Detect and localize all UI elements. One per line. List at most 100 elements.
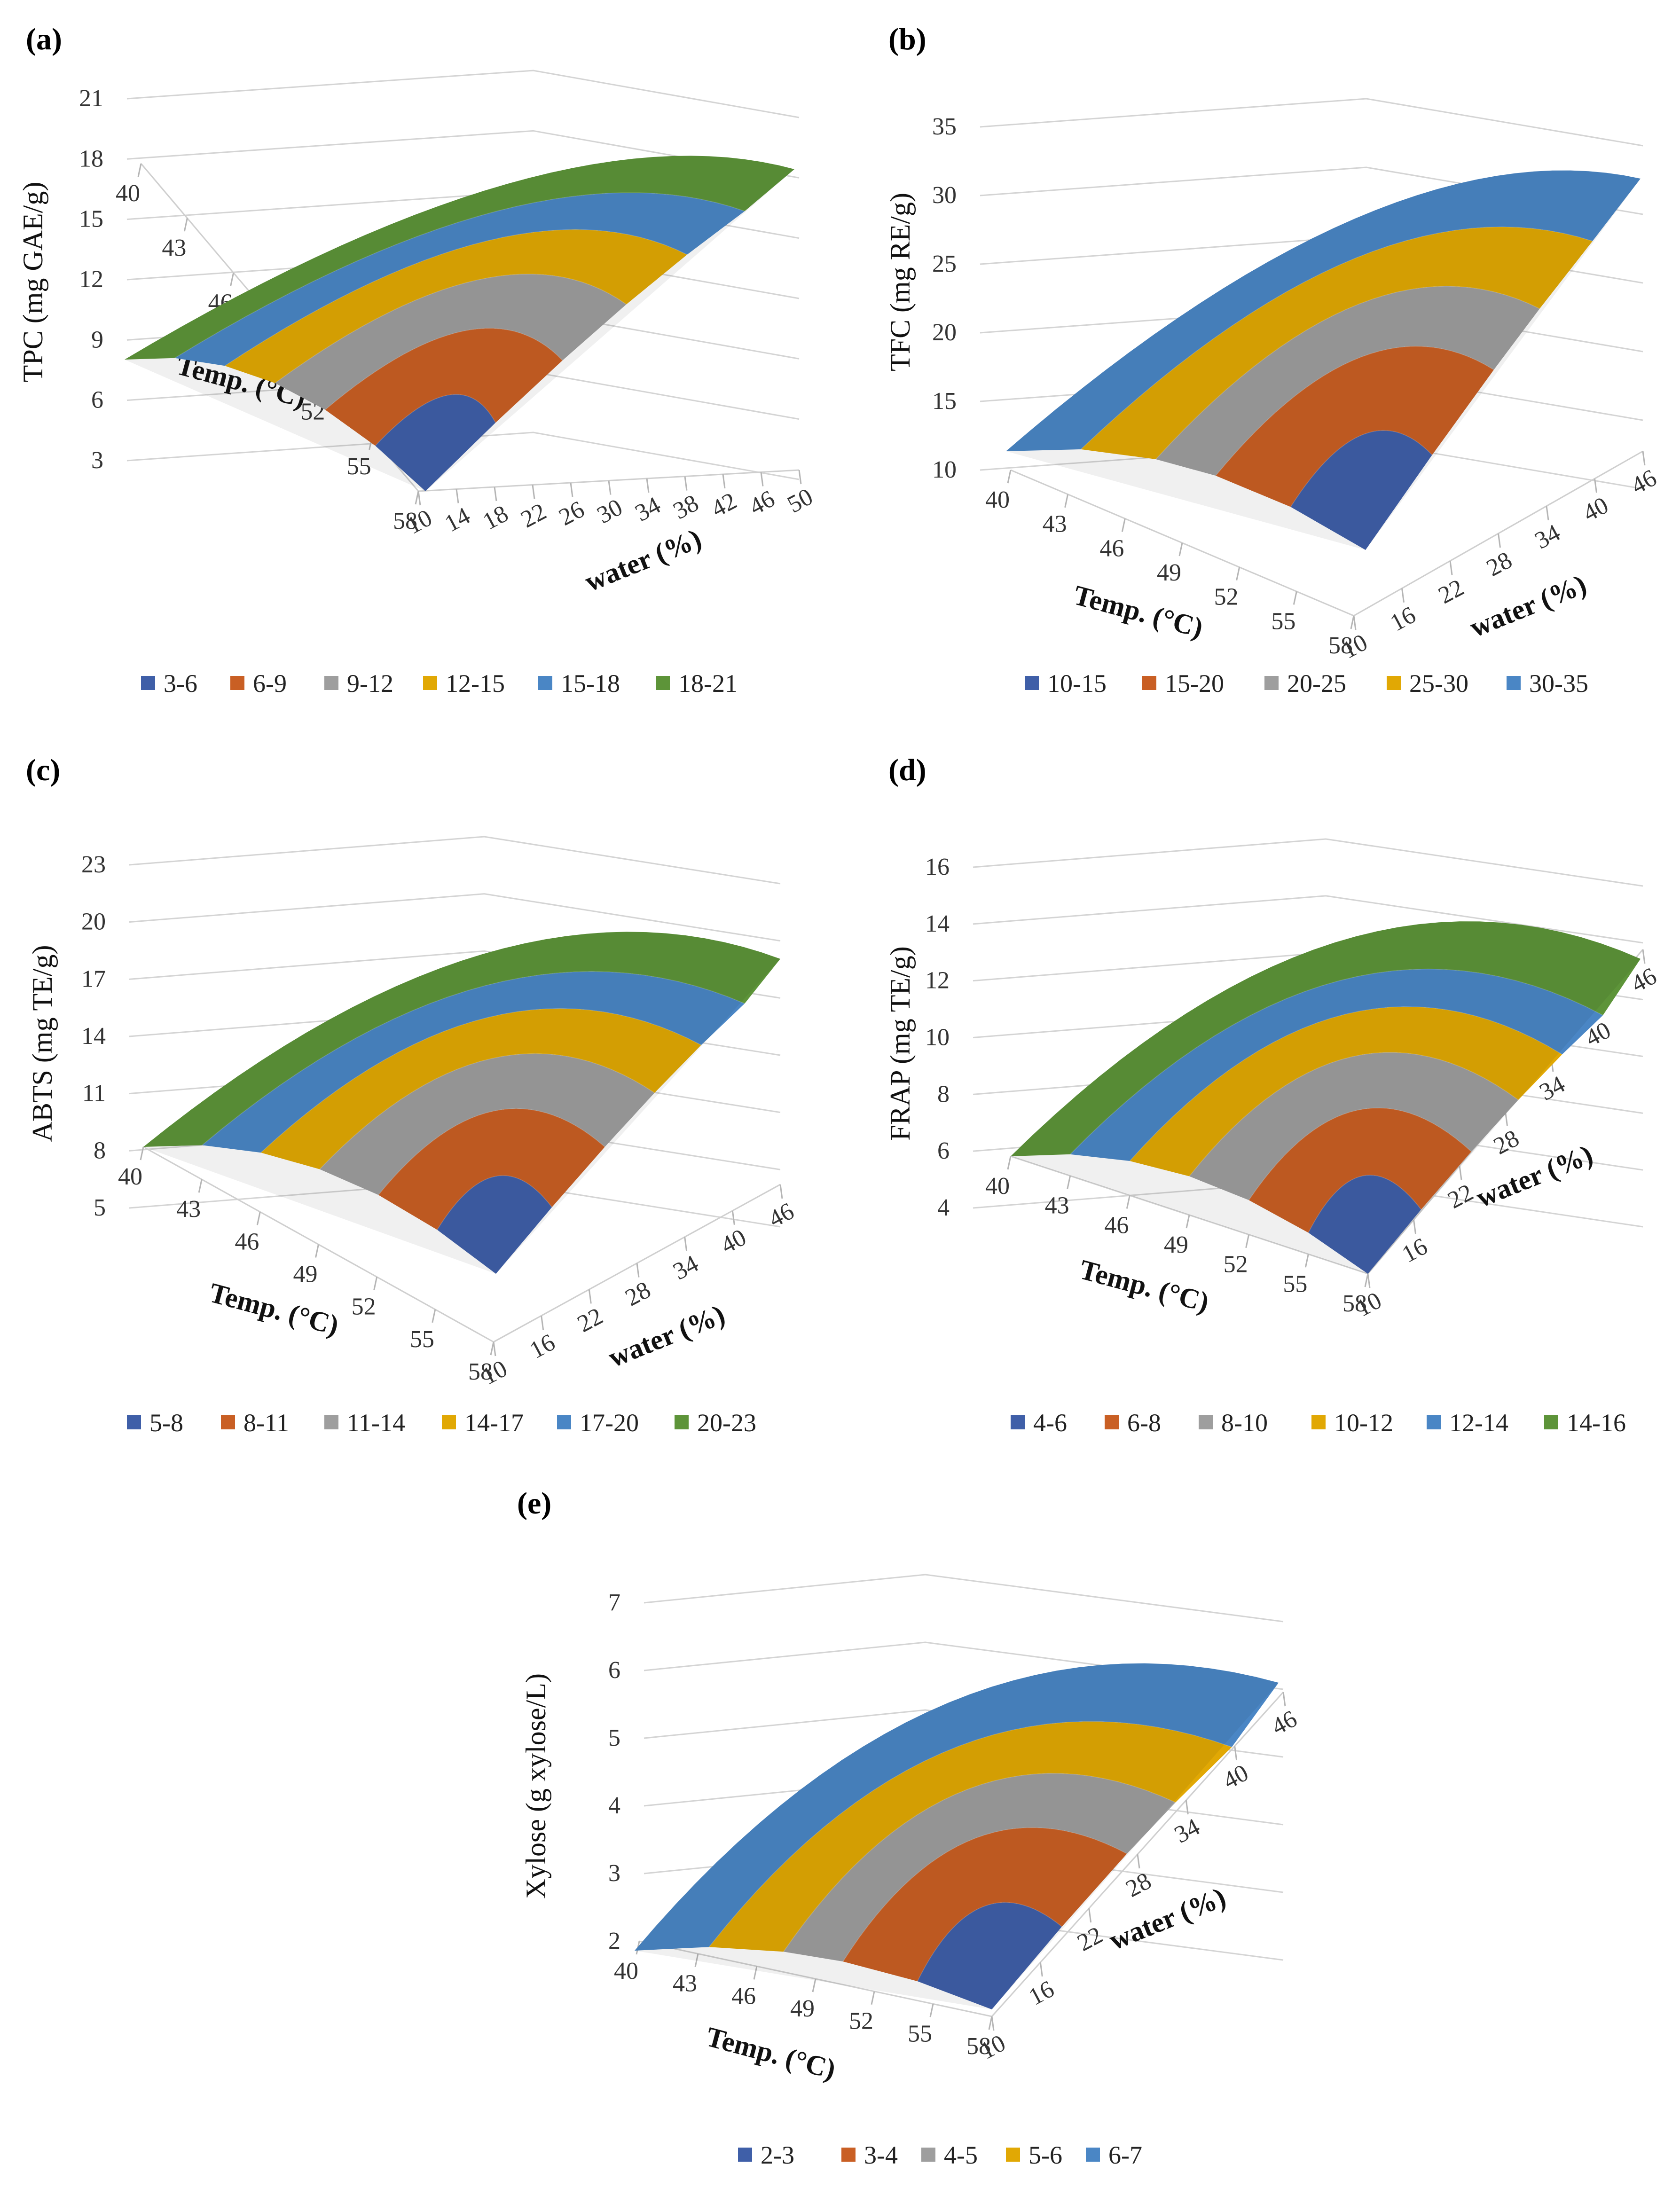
- legend-swatch: [1387, 676, 1401, 690]
- gridline: [973, 838, 1643, 887]
- band-boundary: [378, 1108, 605, 1195]
- band-boundary: [260, 1008, 702, 1153]
- temp-tick-mark: [1178, 542, 1183, 557]
- legend-swatch: [1507, 676, 1521, 690]
- temp-tick-label: 49: [1157, 559, 1181, 586]
- legend-swatch: [127, 1415, 141, 1429]
- temp-tick-label: 58: [468, 1358, 493, 1385]
- temp-tick-label: 52: [849, 2008, 873, 2035]
- z-tick-label: 3: [608, 1860, 620, 1887]
- legend-item: 14-16: [1544, 1409, 1626, 1437]
- temp-tick-label: 40: [118, 1163, 142, 1190]
- legend-label: 3-6: [164, 669, 197, 698]
- surface-band: [1011, 921, 1641, 1156]
- temp-tick-mark: [1236, 567, 1240, 580]
- temp-axis-title: Temp. (°C): [1076, 1254, 1212, 1318]
- water-tick-label: 28: [1482, 547, 1516, 582]
- water-tick-mark: [1546, 506, 1549, 520]
- z-tick-label: 4: [608, 1792, 620, 1819]
- z-tick-label: 15: [932, 388, 957, 415]
- water-tick-label: 40: [716, 1224, 751, 1259]
- gridline: [973, 895, 1643, 944]
- legend-label: 8-10: [1221, 1409, 1268, 1437]
- legend-label: 15-20: [1165, 669, 1224, 698]
- gridline: [129, 836, 781, 885]
- water-tick-label: 38: [669, 490, 703, 525]
- band-boundary: [917, 1902, 1062, 1982]
- legend-label: 8-11: [243, 1409, 289, 1437]
- surface-band: [843, 1827, 1127, 1982]
- temp-tick-mark: [1293, 591, 1297, 605]
- water-tick-mark: [779, 1184, 783, 1199]
- surface-band: [1290, 430, 1432, 550]
- band-boundary: [1189, 1052, 1519, 1177]
- water-tick-label: 18: [479, 500, 513, 535]
- water-tick-label: 22: [1073, 1921, 1107, 1957]
- band-boundary: [1155, 285, 1540, 460]
- water-tick-label: 46: [1627, 464, 1661, 500]
- z-tick-label: 14: [81, 1023, 106, 1050]
- temp-tick-label: 43: [162, 235, 186, 261]
- water-tick-mark: [608, 480, 612, 495]
- temp-tick-label: 55: [1283, 1270, 1307, 1297]
- water-tick-label: 14: [440, 502, 475, 538]
- water-tick-label: 28: [1122, 1867, 1156, 1903]
- band-boundary: [275, 274, 627, 384]
- band-boundary: [1248, 1107, 1472, 1200]
- z-tick-label: 3: [91, 447, 103, 474]
- temp-tick-label: 40: [116, 180, 140, 207]
- water-tick-mark: [417, 491, 421, 506]
- legend-swatch: [1264, 676, 1279, 690]
- water-tick-mark: [541, 1315, 544, 1330]
- z-tick-label: 12: [79, 266, 103, 293]
- legend-swatch: [1105, 1415, 1119, 1429]
- legend-label: 20-25: [1287, 669, 1346, 698]
- legend-item: 5-6: [1006, 2141, 1062, 2169]
- legend-item: 25-30: [1387, 669, 1468, 698]
- temp-tick-mark: [1007, 470, 1012, 484]
- water-tick-label: 22: [517, 498, 551, 533]
- temp-tick-label: 49: [790, 1995, 815, 2022]
- water-tick-label: 46: [1267, 1705, 1302, 1741]
- water-axis-title: water (%): [604, 1299, 729, 1373]
- water-axis-title: water (%): [581, 523, 706, 597]
- water-tick-label: 16: [1386, 602, 1420, 637]
- water-tick-mark: [570, 482, 573, 497]
- legend-label: 5-6: [1028, 2141, 1062, 2169]
- z-tick-label: 7: [608, 1589, 620, 1616]
- z-tick-label: 9: [91, 326, 103, 353]
- surface-shading: [125, 156, 794, 491]
- water-tick-mark: [1282, 1692, 1286, 1707]
- panel-b: (b) 10 15 20 25 30 35 40 43 46 49 52 55 58 10 16 22 28 34 4…: [885, 22, 1661, 698]
- water-tick-mark: [1642, 949, 1646, 964]
- temp-tick-label: 43: [1045, 1192, 1069, 1219]
- legend-label: 15-18: [561, 669, 620, 698]
- temp-tick-mark: [871, 1991, 875, 2005]
- legend: 4-6 6-8 8-10 10-12 12-14 14-16: [1011, 1409, 1626, 1437]
- water-tick-label: 40: [1219, 1759, 1253, 1795]
- temp-tick-mark: [753, 1966, 758, 1980]
- band-boundary: [437, 1175, 552, 1230]
- legend-swatch: [921, 2148, 935, 2162]
- water-tick-label: 22: [573, 1302, 607, 1338]
- water-tick-mark: [588, 1289, 592, 1304]
- z-tick-label: 25: [932, 251, 957, 277]
- z-tick-label: 20: [932, 319, 957, 346]
- surface-band: [917, 1902, 1062, 2009]
- z-tick-label: 21: [79, 85, 103, 112]
- temp-tick-label: 43: [1043, 511, 1067, 538]
- surface-band: [1081, 227, 1593, 459]
- surface-shading: [1006, 170, 1641, 550]
- panel-label: (e): [517, 1486, 551, 1521]
- surface-band: [783, 1773, 1176, 1962]
- band-boundary: [174, 192, 745, 359]
- legend-item: 5-8: [127, 1409, 183, 1437]
- legend-label: 12-15: [446, 669, 505, 698]
- temp-tick-label: 46: [1104, 1212, 1129, 1239]
- surface-band: [225, 229, 687, 383]
- legend-swatch: [1011, 1415, 1025, 1429]
- temp-tick-mark: [1007, 1156, 1012, 1170]
- surface-band: [635, 1663, 1279, 1951]
- legend-label: 4-6: [1033, 1409, 1067, 1437]
- surface-band: [202, 971, 745, 1153]
